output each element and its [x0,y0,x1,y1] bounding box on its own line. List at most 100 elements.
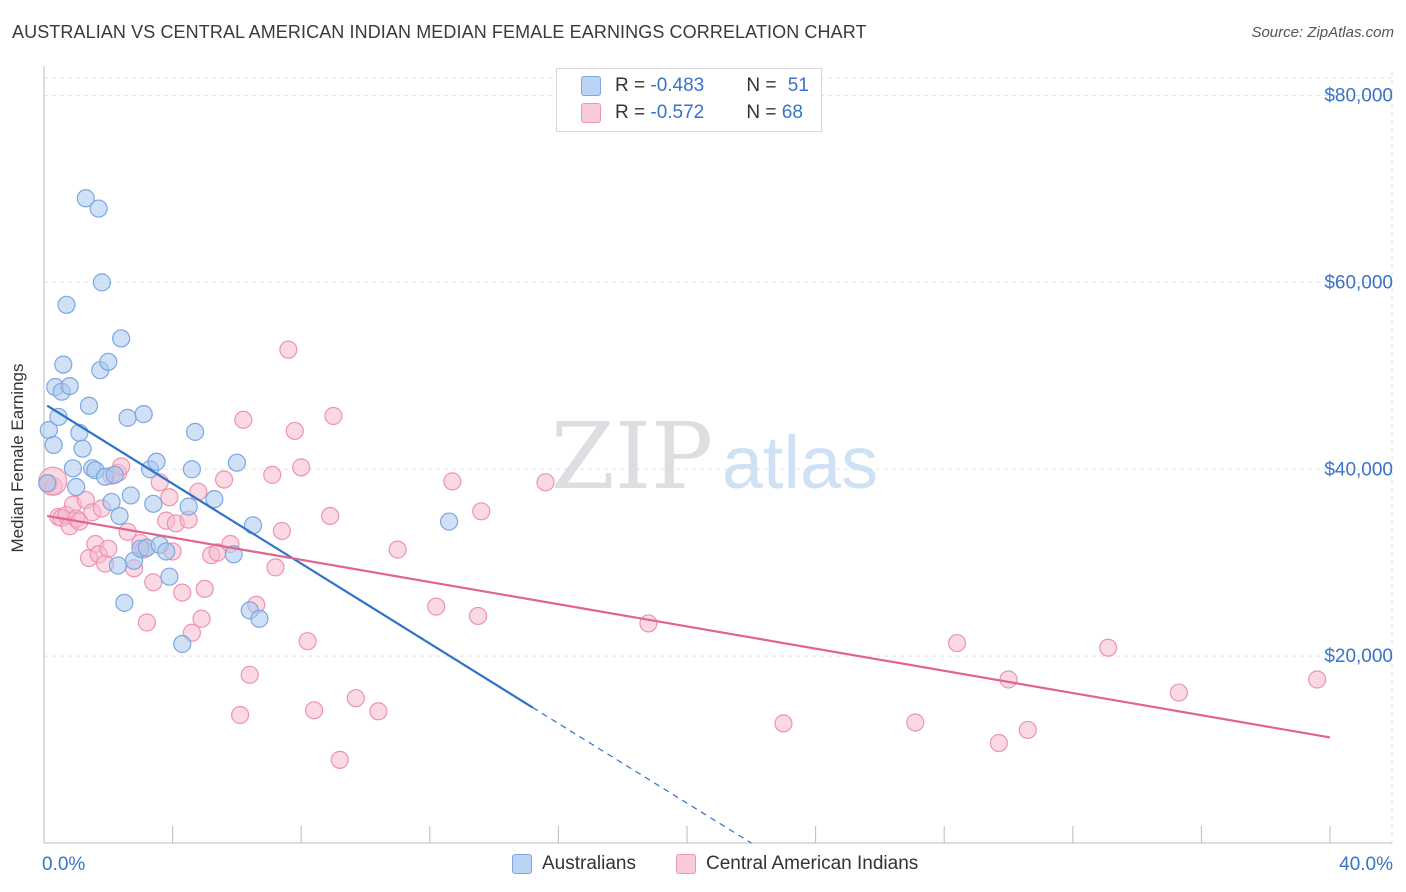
data-point [214,470,234,489]
data-point [157,542,176,561]
data-point [227,453,246,472]
y-tick-label: $80,000 [1324,86,1393,107]
data-point [369,702,388,721]
data-point [774,714,793,733]
data-point [195,579,214,598]
legend-r-value: -0.572 [650,102,705,123]
data-point [321,506,340,526]
bottom-legend-label-australians: Australians [542,853,636,874]
data-point [205,490,224,509]
axes [43,66,1392,844]
data-point [346,689,365,708]
data-point [906,713,925,732]
legend-r-label: R = [615,75,651,96]
data-point [443,472,462,491]
data-point [468,606,488,626]
data-point [63,459,83,478]
gridlines [44,72,1393,843]
data-point [60,376,79,396]
y-tick-label: $60,000 [1324,272,1393,293]
data-point [112,329,131,348]
data-point [263,465,282,484]
trend-lines [46,404,1331,844]
x-tick-label-left: 0.0% [42,854,85,875]
data-point [240,665,259,684]
data-point [76,189,95,208]
data-point [99,352,118,371]
series-australians [38,189,459,654]
data-point [292,458,311,477]
data-point [160,567,179,586]
data-point [947,633,967,653]
data-point [79,396,99,415]
watermark: ZIP atlas [551,403,878,510]
data-point [144,494,163,513]
chart-title: AUSTRALIAN VS CENTRAL AMERICAN INDIAN ME… [12,22,867,42]
data-point [118,408,137,427]
data-point [57,295,76,314]
data-point [134,405,153,424]
data-point [173,583,192,602]
data-point [272,521,292,541]
data-point [439,512,459,531]
data-point [102,492,121,512]
data-point [54,355,73,374]
data-point [73,439,92,458]
bottom-legend-central-american-indians: Central American Indians [676,852,918,876]
data-point [1099,638,1118,657]
x-tick-labels: 0.0% 40.0% [42,854,1393,875]
data-point [92,273,111,292]
y-tick-label: $40,000 [1324,459,1393,480]
data-point [472,502,491,521]
data-point [266,558,285,577]
y-tick-labels: $20,000 $40,000 $60,000 $80,000 [1324,86,1393,668]
bottom-legend-australians: Australians [512,852,636,876]
data-point [1169,683,1188,702]
bottom-legend-label-central-american-indians: Central American Indians [706,853,919,874]
data-point [224,545,243,564]
data-point [304,701,324,720]
data-point [999,670,1018,689]
data-point [160,488,179,507]
data-point [324,406,343,426]
stats-legend: R = -0.483 N = 51 R = -0.572 N = 68 [556,68,822,132]
data-point [121,486,140,505]
bottom-legend-swatch-central-american-indians [676,854,696,874]
data-point [110,506,129,526]
x-tick-label-right: 40.0% [1339,854,1393,875]
trend-line-australians-extrapolated [532,707,752,844]
data-point [989,733,1008,753]
data-point [330,750,349,769]
data-point [105,465,124,484]
data-point [279,340,298,359]
trend-line-central-american-indians [47,514,1331,739]
legend-row-central-american-indians: R = -0.572 N = 68 [581,101,803,125]
data-point [173,634,192,654]
legend-r-label: R = [615,102,651,123]
data-point [44,435,63,455]
data-point [189,482,208,501]
data-point [192,609,211,628]
data-point [179,497,198,516]
legend-swatch-australians [581,76,601,96]
data-point [250,609,269,628]
data-point [115,593,134,612]
data-point [137,613,156,632]
legend-n-value: 51 [787,75,809,96]
legend-row-australians: R = -0.483 N = 51 [581,74,809,98]
bottom-legend-swatch-australians [512,854,532,874]
source-attribution: Source: ZipAtlas.com [1251,24,1394,41]
legend-swatch-central-american-indians [581,103,601,123]
watermark-atlas: atlas [722,421,878,504]
data-point [231,705,250,725]
data-point [108,556,128,575]
data-point [182,460,201,479]
data-point [89,199,108,218]
data-point [427,597,446,616]
watermark-zip: ZIP [551,403,713,510]
data-point [1308,670,1327,689]
data-point [144,573,163,592]
data-point [639,614,658,633]
y-tick-label: $20,000 [1324,646,1393,667]
